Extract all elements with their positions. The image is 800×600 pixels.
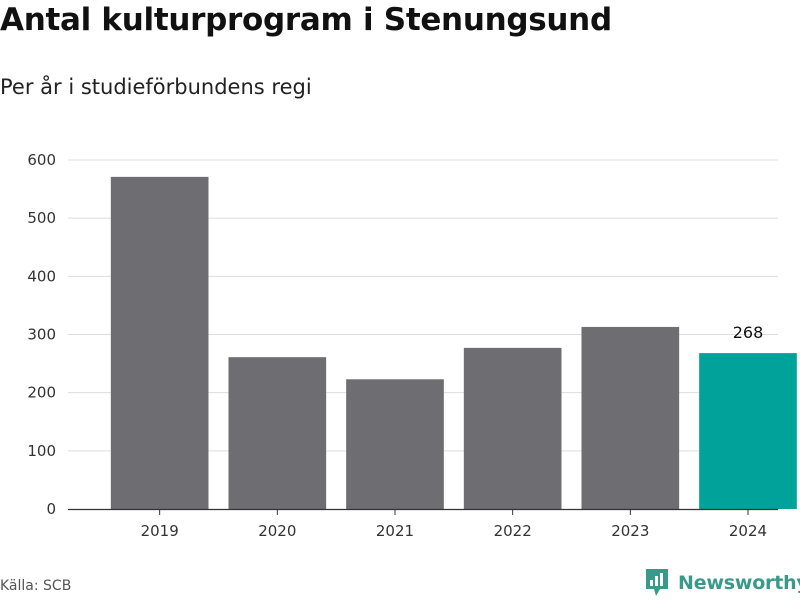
bars [110, 176, 797, 509]
y-tick-label: 100 [27, 442, 56, 460]
x-axis-ticks: 2019 2020 2021 2022 2023 2024 [141, 509, 767, 540]
y-tick-label: 200 [27, 384, 56, 402]
bar-2019 [110, 176, 209, 509]
x-tick-label: 2019 [141, 522, 179, 540]
y-tick-label: 600 [27, 151, 56, 169]
data-label: 268 [733, 323, 764, 342]
bar-2023 [581, 326, 680, 509]
y-tick-label: 300 [27, 326, 56, 344]
y-axis-ticks: 0 100 200 300 400 500 600 [27, 151, 56, 518]
bar-2021 [346, 379, 444, 509]
bar-2022 [463, 347, 562, 509]
bar-2020 [228, 357, 327, 509]
x-tick-label: 2021 [376, 522, 414, 540]
x-tick-label: 2023 [611, 522, 649, 540]
bar-2024 [699, 353, 797, 509]
brand-name: Newsworthy [678, 572, 800, 594]
x-tick-label: 2024 [729, 522, 767, 540]
data-labels: 268 [733, 323, 764, 342]
x-tick-label: 2022 [494, 522, 532, 540]
chart-title: Antal kulturprogram i Stenungsund [0, 2, 612, 38]
y-tick-label: 0 [46, 500, 56, 518]
y-tick-label: 500 [27, 209, 56, 227]
newsworthy-logo-icon [646, 569, 668, 596]
x-tick-label: 2020 [258, 522, 296, 540]
y-tick-label: 400 [27, 267, 56, 285]
brand-logo[interactable]: Newsworthy [644, 568, 800, 598]
chart-subtitle: Per år i studieförbundens regi [0, 75, 312, 99]
source-note: Källa: SCB [0, 578, 72, 594]
